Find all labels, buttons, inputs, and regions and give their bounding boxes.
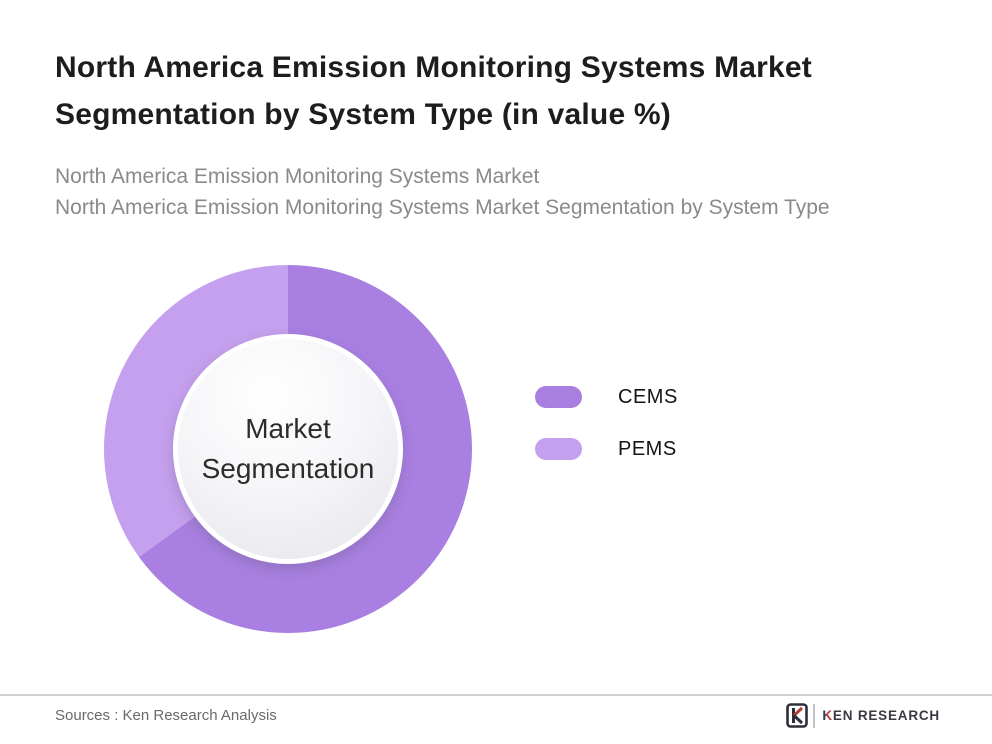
ken-research-logo: KEN RESEARCH bbox=[786, 703, 940, 728]
legend-swatch-cems bbox=[535, 386, 582, 408]
sources-note: Sources : Ken Research Analysis bbox=[55, 707, 277, 724]
ken-research-badge-icon bbox=[786, 703, 809, 728]
footer-divider bbox=[0, 694, 992, 696]
subtitle-line-1: North America Emission Monitoring System… bbox=[55, 165, 540, 188]
donut-center-circle: Market Segmentation bbox=[173, 334, 403, 564]
subtitle-line-2: North America Emission Monitoring System… bbox=[55, 196, 830, 219]
legend-label-cems: CEMS bbox=[618, 385, 678, 408]
logo-separator bbox=[813, 703, 816, 728]
logo-wordmark: KEN RESEARCH bbox=[822, 708, 940, 723]
chart-legend: CEMS PEMS bbox=[535, 386, 678, 490]
logo-wordmark-rest: EN RESEARCH bbox=[832, 708, 940, 723]
page-title: North America Emission Monitoring System… bbox=[55, 51, 812, 131]
legend-item-pems: PEMS bbox=[535, 438, 678, 460]
legend-swatch-pems bbox=[535, 438, 582, 460]
legend-label-pems: PEMS bbox=[618, 437, 677, 460]
legend-item-cems: CEMS bbox=[535, 386, 678, 408]
donut-center-label: Market Segmentation bbox=[201, 413, 375, 484]
subtitle-block: North America Emission Monitoring System… bbox=[55, 161, 965, 223]
logo-wordmark-initial: K bbox=[822, 708, 833, 723]
